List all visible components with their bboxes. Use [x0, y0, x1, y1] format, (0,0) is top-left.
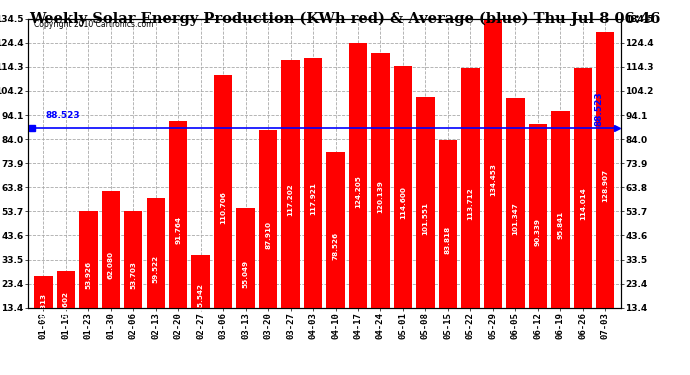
Text: 128.907: 128.907 — [602, 169, 609, 202]
Text: 26.813: 26.813 — [40, 294, 46, 321]
Text: Copyright 2010 Cartronics.com: Copyright 2010 Cartronics.com — [34, 20, 153, 29]
Text: 59.522: 59.522 — [152, 254, 159, 282]
Text: Weekly Solar Energy Production (KWh red) & Average (blue) Thu Jul 8 06:46: Weekly Solar Energy Production (KWh red)… — [29, 11, 661, 26]
Bar — [79, 211, 97, 339]
Bar — [101, 191, 120, 339]
Text: 134.453: 134.453 — [490, 163, 496, 196]
Text: 101.347: 101.347 — [513, 202, 518, 235]
Bar — [416, 98, 435, 339]
Bar — [573, 68, 592, 339]
Text: 78.526: 78.526 — [333, 232, 339, 260]
Bar — [551, 111, 569, 339]
Text: 120.139: 120.139 — [377, 180, 384, 213]
Bar — [57, 271, 75, 339]
Text: 117.202: 117.202 — [288, 183, 293, 216]
Text: 117.921: 117.921 — [310, 182, 316, 215]
Bar — [259, 130, 277, 339]
Bar — [237, 208, 255, 339]
Text: 114.600: 114.600 — [400, 186, 406, 219]
Text: 90.339: 90.339 — [535, 218, 541, 246]
Bar — [506, 98, 524, 339]
Text: 62.080: 62.080 — [108, 252, 114, 279]
Text: 91.764: 91.764 — [175, 216, 181, 244]
Bar — [146, 198, 165, 339]
Bar — [304, 58, 322, 339]
Bar — [191, 255, 210, 339]
Bar — [529, 124, 547, 339]
Bar — [349, 43, 367, 339]
Text: 88.523: 88.523 — [46, 111, 80, 120]
Text: 55.049: 55.049 — [243, 260, 248, 288]
Text: 95.841: 95.841 — [558, 211, 563, 239]
Bar — [34, 276, 52, 339]
Bar — [461, 68, 480, 339]
Bar — [169, 121, 188, 339]
Text: 83.818: 83.818 — [445, 225, 451, 254]
Bar — [394, 66, 412, 339]
Bar — [371, 53, 390, 339]
Bar — [214, 75, 233, 339]
Text: 113.712: 113.712 — [467, 188, 473, 220]
Text: 53.703: 53.703 — [130, 261, 136, 290]
Text: 53.926: 53.926 — [86, 261, 91, 289]
Bar — [484, 19, 502, 339]
Bar — [326, 152, 345, 339]
Bar — [596, 32, 615, 339]
Text: 88.523: 88.523 — [594, 92, 603, 126]
Text: 101.551: 101.551 — [422, 202, 428, 235]
Text: 114.014: 114.014 — [580, 187, 586, 220]
Text: 110.706: 110.706 — [220, 191, 226, 224]
Text: 87.910: 87.910 — [265, 220, 271, 249]
Bar — [439, 140, 457, 339]
Bar — [124, 211, 142, 339]
Text: 124.205: 124.205 — [355, 175, 361, 208]
Bar — [282, 60, 299, 339]
Text: 35.542: 35.542 — [197, 283, 204, 311]
Text: 28.602: 28.602 — [63, 291, 69, 320]
